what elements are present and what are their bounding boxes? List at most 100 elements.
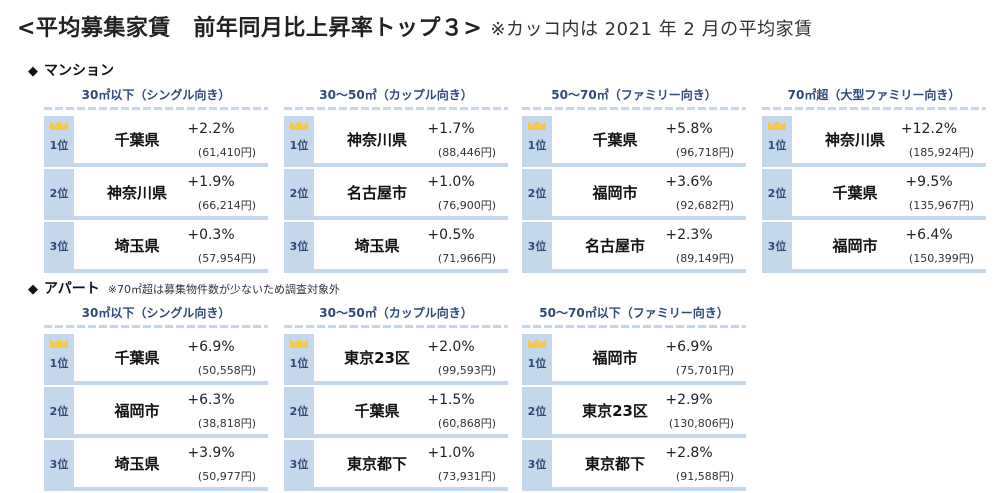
area-name: 千葉県 [832,184,878,202]
table-row: 3位 名古屋市 +2.3% (89,149円) [522,222,746,273]
table-row: 1位 千葉県 +2.2% (61,410円) [44,116,268,167]
area-name: 名古屋市 [346,184,407,202]
ranking-table: 30～50㎡（カップル向き） 1位 神奈川県 +1.7% (88,446円) 2… [284,86,508,275]
section-mansion: ◆ マンション [28,60,114,80]
average-rent: (89,149円) [675,252,734,265]
table-row: 3位 東京都下 +1.0% (73,931円) [284,440,508,491]
table-row: 1位 神奈川県 +12.2% (185,924円) [762,116,986,167]
area-name: 千葉県 [114,349,160,367]
area-name: 名古屋市 [584,237,645,255]
rank-label: 1位 [49,356,69,370]
diamond-icon: ◆ [28,64,38,79]
increase-rate: +2.0% [427,339,475,355]
section-apart-note: ※70㎡超は募集物件数が少ないため調査対象外 [107,283,340,296]
average-rent: (50,977円) [197,470,256,483]
table-row: 2位 千葉県 +1.5% (60,868円) [284,387,508,438]
average-rent: (76,900円) [437,199,496,212]
rank-cell: 1位 [44,116,74,163]
rank-cell: 3位 [284,222,314,269]
diamond-icon: ◆ [28,282,38,297]
dashed-divider [762,107,986,110]
area-name: 埼玉県 [354,237,400,255]
increase-rate: +3.9% [187,445,235,461]
dashed-divider [284,107,508,110]
rank-label: 2位 [527,404,547,418]
rank-cell: 1位 [284,116,314,163]
rank-label: 3位 [289,457,309,471]
average-rent: (88,446円) [437,146,496,159]
average-rent: (91,588円) [675,470,734,483]
average-rent: (75,701円) [675,364,734,377]
area-name: 千葉県 [114,131,160,149]
rank-cell: 3位 [284,440,314,487]
rank-cell: 1位 [284,334,314,381]
increase-rate: +1.7% [427,121,475,137]
average-rent: (92,682円) [675,199,734,212]
area-name: 福岡市 [592,184,638,202]
table-row: 3位 東京都下 +2.8% (91,588円) [522,440,746,491]
area-name: 福岡市 [592,349,638,367]
area-name: 神奈川県 [824,131,885,149]
rank-cell: 2位 [44,169,74,216]
crown-icon [768,121,786,130]
rank-label: 3位 [49,239,69,253]
rank-label: 3位 [527,457,547,471]
rank-label: 1位 [527,356,547,370]
rank-label: 2位 [527,186,547,200]
increase-rate: +1.9% [187,174,235,190]
section-apart-title: アパート [44,281,100,297]
area-name: 神奈川県 [106,184,167,202]
table-row: 1位 福岡市 +6.9% (75,701円) [522,334,746,385]
area-name: 東京都下 [584,455,645,473]
average-rent: (71,966円) [437,252,496,265]
rank-cell: 2位 [284,387,314,434]
rank-cell: 2位 [762,169,792,216]
table-row: 2位 福岡市 +3.6% (92,682円) [522,169,746,220]
average-rent: (38,818円) [197,417,256,430]
table-row: 1位 東京23区 +2.0% (99,593円) [284,334,508,385]
area-name: 千葉県 [592,131,638,149]
rank-cell: 2位 [44,387,74,434]
ranking-table: 50～70㎡（ファミリー向き） 1位 千葉県 +5.8% (96,718円) 2… [522,86,746,275]
area-name: 千葉県 [354,402,400,420]
average-rent: (135,967円) [908,199,974,212]
table-row: 2位 福岡市 +6.3% (38,818円) [44,387,268,438]
area-name: 東京都下 [346,455,407,473]
rank-label: 2位 [767,186,787,200]
rank-label: 1位 [289,356,309,370]
rank-label: 3位 [767,239,787,253]
area-name: 福岡市 [832,237,878,255]
area-name: 埼玉県 [114,237,160,255]
increase-rate: +2.3% [665,227,713,243]
rank-label: 2位 [49,186,69,200]
title-main: <平均募集家賃 前年同月比上昇率トップ３> [17,16,483,41]
increase-rate: +6.9% [187,339,235,355]
increase-rate: +1.0% [427,174,475,190]
ranking-table: 30～50㎡（カップル向き） 1位 東京23区 +2.0% (99,593円) … [284,304,508,493]
rank-label: 3位 [527,239,547,253]
increase-rate: +1.0% [427,445,475,461]
rank-label: 1位 [767,138,787,152]
average-rent: (60,868円) [437,417,496,430]
crown-icon [50,121,68,130]
table-row: 2位 神奈川県 +1.9% (66,214円) [44,169,268,220]
crown-icon [528,121,546,130]
table-row: 2位 東京23区 +2.9% (130,806円) [522,387,746,438]
ranking-table: 50～70㎡以下（ファミリー向き） 1位 福岡市 +6.9% (75,701円)… [522,304,746,493]
table-header: 30㎡以下（シングル向き） [81,88,231,102]
increase-rate: +2.9% [665,392,713,408]
rank-cell: 3位 [44,222,74,269]
increase-rate: +12.2% [900,121,958,137]
increase-rate: +6.3% [187,392,235,408]
increase-rate: +6.9% [665,339,713,355]
increase-rate: +6.4% [905,227,953,243]
section-apart: ◆ アパート ※70㎡超は募集物件数が少ないため調査対象外 [28,278,340,298]
rank-cell: 3位 [762,222,792,269]
table-row: 3位 福岡市 +6.4% (150,399円) [762,222,986,273]
table-row: 3位 埼玉県 +0.3% (57,954円) [44,222,268,273]
rank-cell: 3位 [44,440,74,487]
average-rent: (61,410円) [197,146,256,159]
average-rent: (96,718円) [675,146,734,159]
crown-icon [50,339,68,348]
table-row: 2位 千葉県 +9.5% (135,967円) [762,169,986,220]
